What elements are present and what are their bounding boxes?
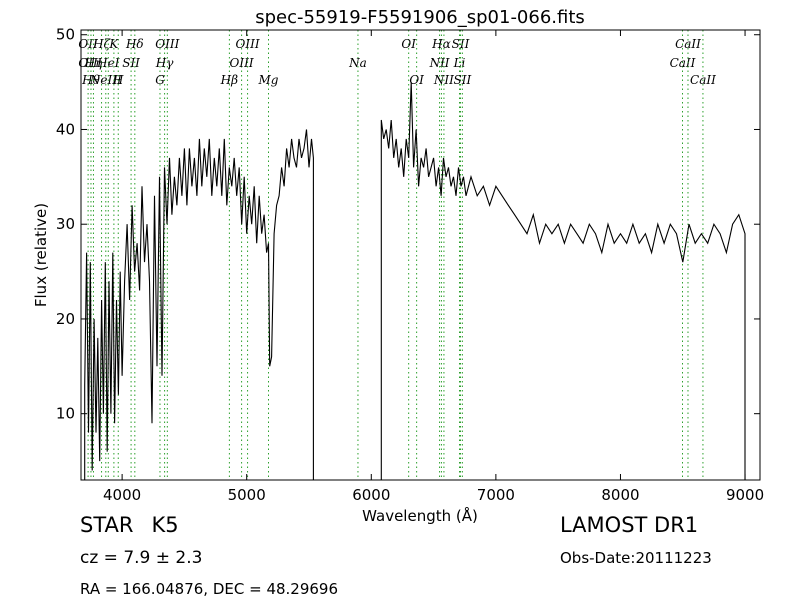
line-label-16-0: Mg [258, 73, 279, 87]
x-tick-label-5: 9000 [726, 486, 764, 504]
line-label-5-0: HeI [96, 56, 120, 70]
line-label-25-0: SII [454, 73, 472, 87]
line-label-23-0: Li [453, 56, 466, 70]
plot-frame [80, 29, 761, 481]
observation-date: Obs-Date:20111223 [560, 549, 712, 567]
line-label-17-0: Na [348, 56, 367, 70]
axis-ticks: 4000 5000 6000 7000 8000 9000 10 20 30 40 50 [56, 26, 764, 504]
x-tick-label-1: 5000 [228, 486, 266, 504]
redshift-info: cz = 7.9 ± 2.3 [80, 548, 203, 568]
spectrum-series-0 [84, 129, 314, 480]
line-label-8-0: SII [122, 56, 140, 70]
line-label-28-0: CaII [690, 73, 716, 87]
line-label-22-0: NII [433, 73, 454, 87]
line-label-26-0: CaII [670, 56, 696, 70]
x-tick-label-2: 6000 [352, 486, 390, 504]
x-axis-label: Wavelength (Å) [362, 506, 478, 525]
y-tick-label-2: 30 [56, 215, 75, 233]
x-tick-label-0: 4000 [103, 486, 141, 504]
line-label-27-0: CaII [675, 37, 701, 51]
line-label-19-0: OI [409, 73, 424, 87]
line-label-1-0: Hθ [81, 73, 100, 87]
emission-line-markers: OIIOIIHθHηHζNeIIIHeIKHSIIHδGHγOIIIHβOIII… [78, 30, 716, 480]
line-label-24-0: SII [452, 37, 470, 51]
y-tick-label-0: 10 [56, 405, 75, 423]
object-class-info: STAR K5 [80, 513, 179, 537]
y-axis-label: Flux (relative) [32, 203, 50, 307]
y-tick-label-4: 50 [56, 26, 75, 44]
line-label-7-0: H [112, 73, 124, 87]
line-label-21-0: Hα [431, 37, 451, 51]
line-label-12-0: OIII [155, 37, 179, 51]
line-label-15-0: OIII [236, 37, 260, 51]
line-label-18-0: OI [401, 37, 416, 51]
spectrum-series-1 [380, 82, 746, 480]
x-tick-label-4: 8000 [601, 486, 639, 504]
spectrum-data [84, 82, 746, 480]
line-label-11-0: Hγ [155, 56, 174, 70]
line-label-14-0: OIII [230, 56, 254, 70]
object-subclass: K5 [151, 513, 179, 537]
line-label-6-0: K [108, 37, 119, 51]
chart-title: spec-55919-F5591906_sp01-066.fits [255, 7, 585, 28]
line-label-3-0: Hζ [92, 37, 111, 51]
line-label-2-0: Hη [84, 56, 103, 70]
line-label-9-0: Hδ [125, 37, 144, 51]
y-tick-label-3: 40 [56, 120, 75, 138]
x-tick-label-3: 7000 [477, 486, 515, 504]
object-class: STAR [80, 513, 134, 537]
line-label-10-0: G [155, 73, 165, 87]
y-tick-label-1: 20 [56, 310, 75, 328]
coordinates-info: RA = 166.04876, DEC = 48.29696 [80, 580, 339, 598]
line-label-20-0: NII [429, 56, 450, 70]
line-label-13-0: Hβ [220, 73, 238, 87]
survey-name: LAMOST DR1 [560, 513, 699, 537]
